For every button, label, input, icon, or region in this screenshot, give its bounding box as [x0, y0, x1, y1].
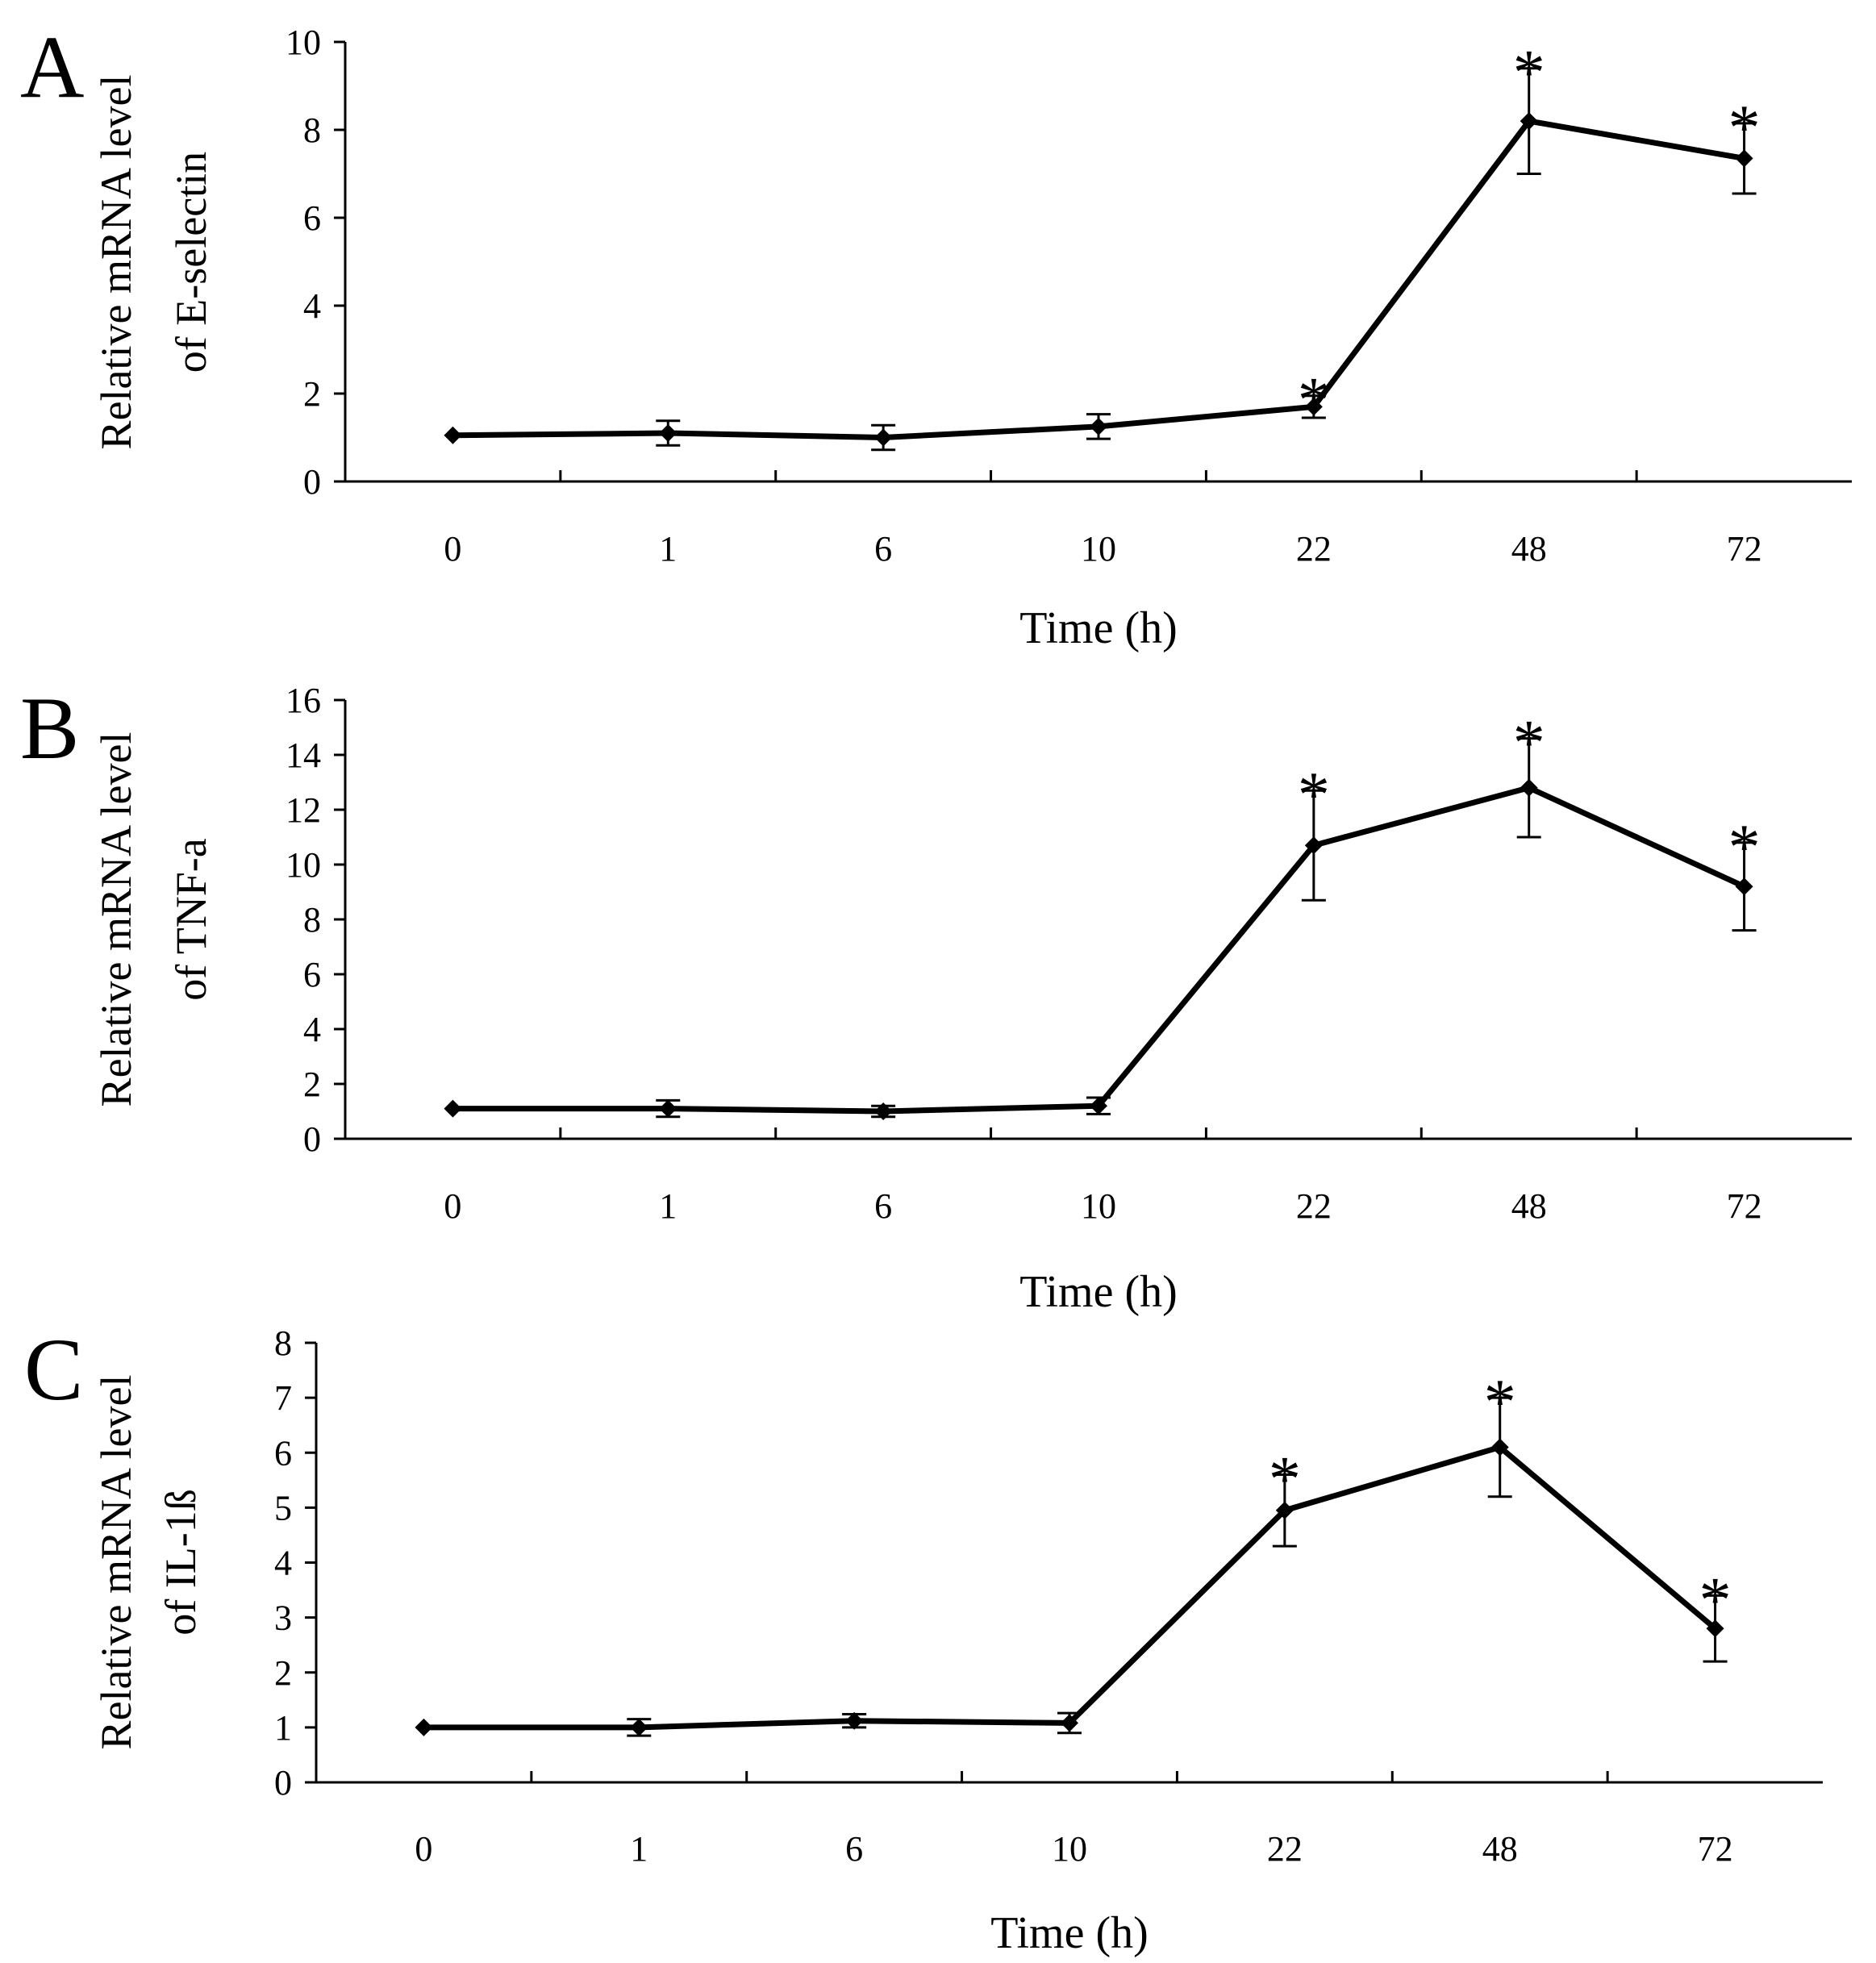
x-tick-label: 0 [444, 1186, 461, 1226]
significance-asterisk: * [1484, 1367, 1516, 1438]
data-point [1490, 1438, 1509, 1457]
significance-asterisk: * [1513, 708, 1545, 779]
significance-asterisk: * [1298, 760, 1330, 831]
significance-asterisk: * [1298, 365, 1330, 436]
series-line [423, 1444, 1717, 1731]
x-tick-label: 48 [1511, 1186, 1547, 1226]
significance-asterisk: * [1728, 93, 1761, 164]
x-axis-title: Time (h) [1019, 603, 1178, 653]
y-tick-label: 6 [303, 198, 321, 238]
y-tick-label: 0 [274, 1763, 292, 1803]
panel-letter: B [20, 679, 79, 777]
panel-letter: C [24, 1320, 83, 1419]
y-tick-label: 10 [286, 23, 321, 62]
y-tick-label: 0 [303, 1119, 321, 1159]
data-point [874, 1102, 893, 1120]
y-tick-label: 0 [303, 462, 321, 502]
y-axis-title-line-1: Relative mRNA level [92, 732, 140, 1107]
y-tick-label: 12 [286, 790, 321, 830]
data-point [874, 428, 893, 447]
series-line [452, 785, 1746, 1115]
y-tick-label: 8 [274, 1323, 292, 1363]
y-tick-label: 2 [274, 1653, 292, 1693]
data-point [1304, 398, 1323, 416]
significance-asterisk: * [1699, 1565, 1732, 1636]
data-point [845, 1711, 864, 1730]
significance-asterisk: * [1269, 1444, 1301, 1515]
x-tick-label: 6 [874, 529, 892, 569]
significance-asterisk: * [1728, 812, 1761, 883]
y-axis-title-line-2: of E-selectin [167, 152, 215, 373]
x-tick-label: 48 [1511, 529, 1547, 569]
panel-a: A 0 2 4 6 8 10 0 1 6 10 22 48 72 Time (h) Relative mRNA… [20, 18, 1852, 653]
y-axis-title-line-1: Relative mRNA level [92, 1375, 140, 1750]
series-line [452, 118, 1745, 440]
data-point [1090, 1097, 1107, 1115]
data-point [630, 1718, 648, 1736]
data-point [444, 426, 462, 444]
data-point [1520, 112, 1538, 131]
x-tick-label: 1 [659, 529, 677, 569]
x-tick-label: 1 [659, 1186, 677, 1226]
y-axis-title-line-2: of TNF-a [167, 838, 215, 1001]
y-tick-label: 7 [274, 1378, 292, 1418]
y-tick-label: 8 [303, 110, 321, 150]
y-tick-label: 4 [303, 286, 321, 326]
y-tick-label: 6 [274, 1433, 292, 1473]
y-axis-title-line-1: Relative mRNA level [92, 75, 140, 450]
x-tick-label: 48 [1482, 1829, 1518, 1869]
y-tick-label: 6 [303, 955, 321, 994]
x-tick-label: 0 [444, 529, 461, 569]
data-point [1706, 1619, 1724, 1638]
panel-c: C 0 1 2 3 4 5 6 7 8 0 1 6 10 22 48 72 Time (h) Relative mR… [24, 1320, 1823, 1958]
y-tick-label: 2 [303, 1065, 321, 1104]
x-tick-label: 6 [874, 1186, 892, 1226]
data-point [659, 424, 677, 443]
x-axis-title: Time (h) [1019, 1267, 1178, 1317]
data-point [1520, 778, 1538, 797]
data-point [1090, 417, 1107, 436]
y-tick-label: 14 [286, 736, 321, 775]
panel-letter: A [20, 18, 84, 116]
data-point [1304, 836, 1323, 855]
y-tick-label: 10 [286, 845, 321, 885]
y-tick-label: 5 [274, 1488, 292, 1527]
x-tick-label: 10 [1052, 1829, 1087, 1869]
x-tick-label: 1 [630, 1829, 648, 1869]
data-point [659, 1099, 677, 1118]
x-tick-label: 72 [1698, 1829, 1733, 1869]
data-point [1735, 149, 1753, 168]
x-axis-title: Time (h) [990, 1908, 1149, 1958]
x-tick-label: 22 [1296, 1186, 1332, 1226]
y-tick-label: 4 [274, 1544, 292, 1583]
data-point [1061, 1714, 1078, 1732]
data-point [1275, 1501, 1294, 1519]
x-tick-label: 22 [1296, 529, 1332, 569]
y-tick-label: 2 [303, 374, 321, 414]
y-axis-title-line-2: of IL-1ß [156, 1489, 205, 1635]
x-tick-label: 72 [1727, 1186, 1762, 1226]
x-tick-label: 0 [415, 1829, 432, 1869]
data-point [444, 1099, 462, 1118]
x-tick-label: 22 [1267, 1829, 1303, 1869]
y-tick-label: 4 [303, 1010, 321, 1049]
y-tick-label: 3 [274, 1598, 292, 1638]
x-tick-label: 6 [845, 1829, 863, 1869]
y-tick-label: 16 [286, 681, 321, 720]
significance-asterisk: * [1513, 38, 1545, 109]
x-tick-label: 10 [1081, 529, 1116, 569]
data-point [1735, 877, 1753, 896]
data-point [415, 1718, 433, 1736]
x-tick-label: 10 [1081, 1186, 1116, 1226]
x-tick-label: 72 [1727, 529, 1762, 569]
y-tick-label: 8 [303, 900, 321, 940]
y-tick-label: 1 [274, 1708, 292, 1748]
